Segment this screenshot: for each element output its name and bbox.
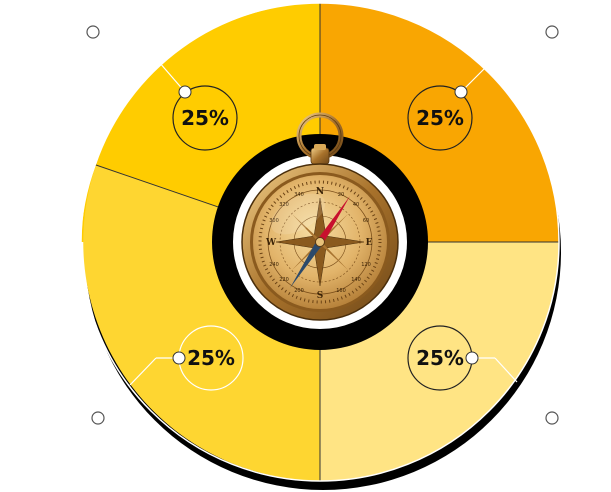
- callout-1: 25%: [158, 61, 238, 151]
- segment-4-label: 25%: [187, 346, 235, 370]
- resize-handle-bottom-left[interactable]: [91, 411, 105, 425]
- segment-3-label: 25%: [416, 346, 464, 370]
- callout-circle: [407, 85, 473, 151]
- callout-dot: [172, 351, 186, 365]
- compass-south: S: [317, 291, 324, 301]
- callout-2: 25%: [407, 67, 486, 151]
- compass-degree: 160: [336, 288, 346, 294]
- compass-west: W: [265, 238, 277, 248]
- resize-handle-top-right[interactable]: [545, 25, 559, 39]
- compass-east: E: [366, 238, 373, 248]
- segment-2-label: 25%: [416, 106, 464, 130]
- compass-degree: 120: [361, 262, 371, 268]
- compass-degree: 320: [279, 202, 289, 208]
- callout-dot: [465, 351, 479, 365]
- compass-degree: 20: [338, 192, 344, 198]
- compass-north: N: [316, 187, 324, 197]
- callout-circle: [172, 85, 238, 151]
- compass-degree: 60: [363, 218, 369, 224]
- callout-dot: [454, 85, 468, 99]
- compass-degree: 200: [294, 288, 304, 294]
- callout-dot: [178, 85, 192, 99]
- compass-degree: 140: [351, 277, 361, 283]
- compass-degree: 300: [269, 218, 279, 224]
- pie-outline: [80, 2, 560, 482]
- compass-icon: N E S W 340 20 40 60 120 140 160 200 220…: [241, 112, 399, 321]
- compass-degree: 340: [294, 192, 304, 198]
- compass-degree: 40: [353, 202, 359, 208]
- callout-4: 25%: [129, 325, 244, 391]
- resize-handle-top-left[interactable]: [86, 25, 100, 39]
- compass-degree: 220: [279, 277, 289, 283]
- callout-3: 25%: [407, 325, 518, 391]
- compass-degree: 240: [269, 262, 279, 268]
- resize-handle-bottom-right[interactable]: [545, 411, 559, 425]
- segment-1-label: 25%: [181, 106, 229, 130]
